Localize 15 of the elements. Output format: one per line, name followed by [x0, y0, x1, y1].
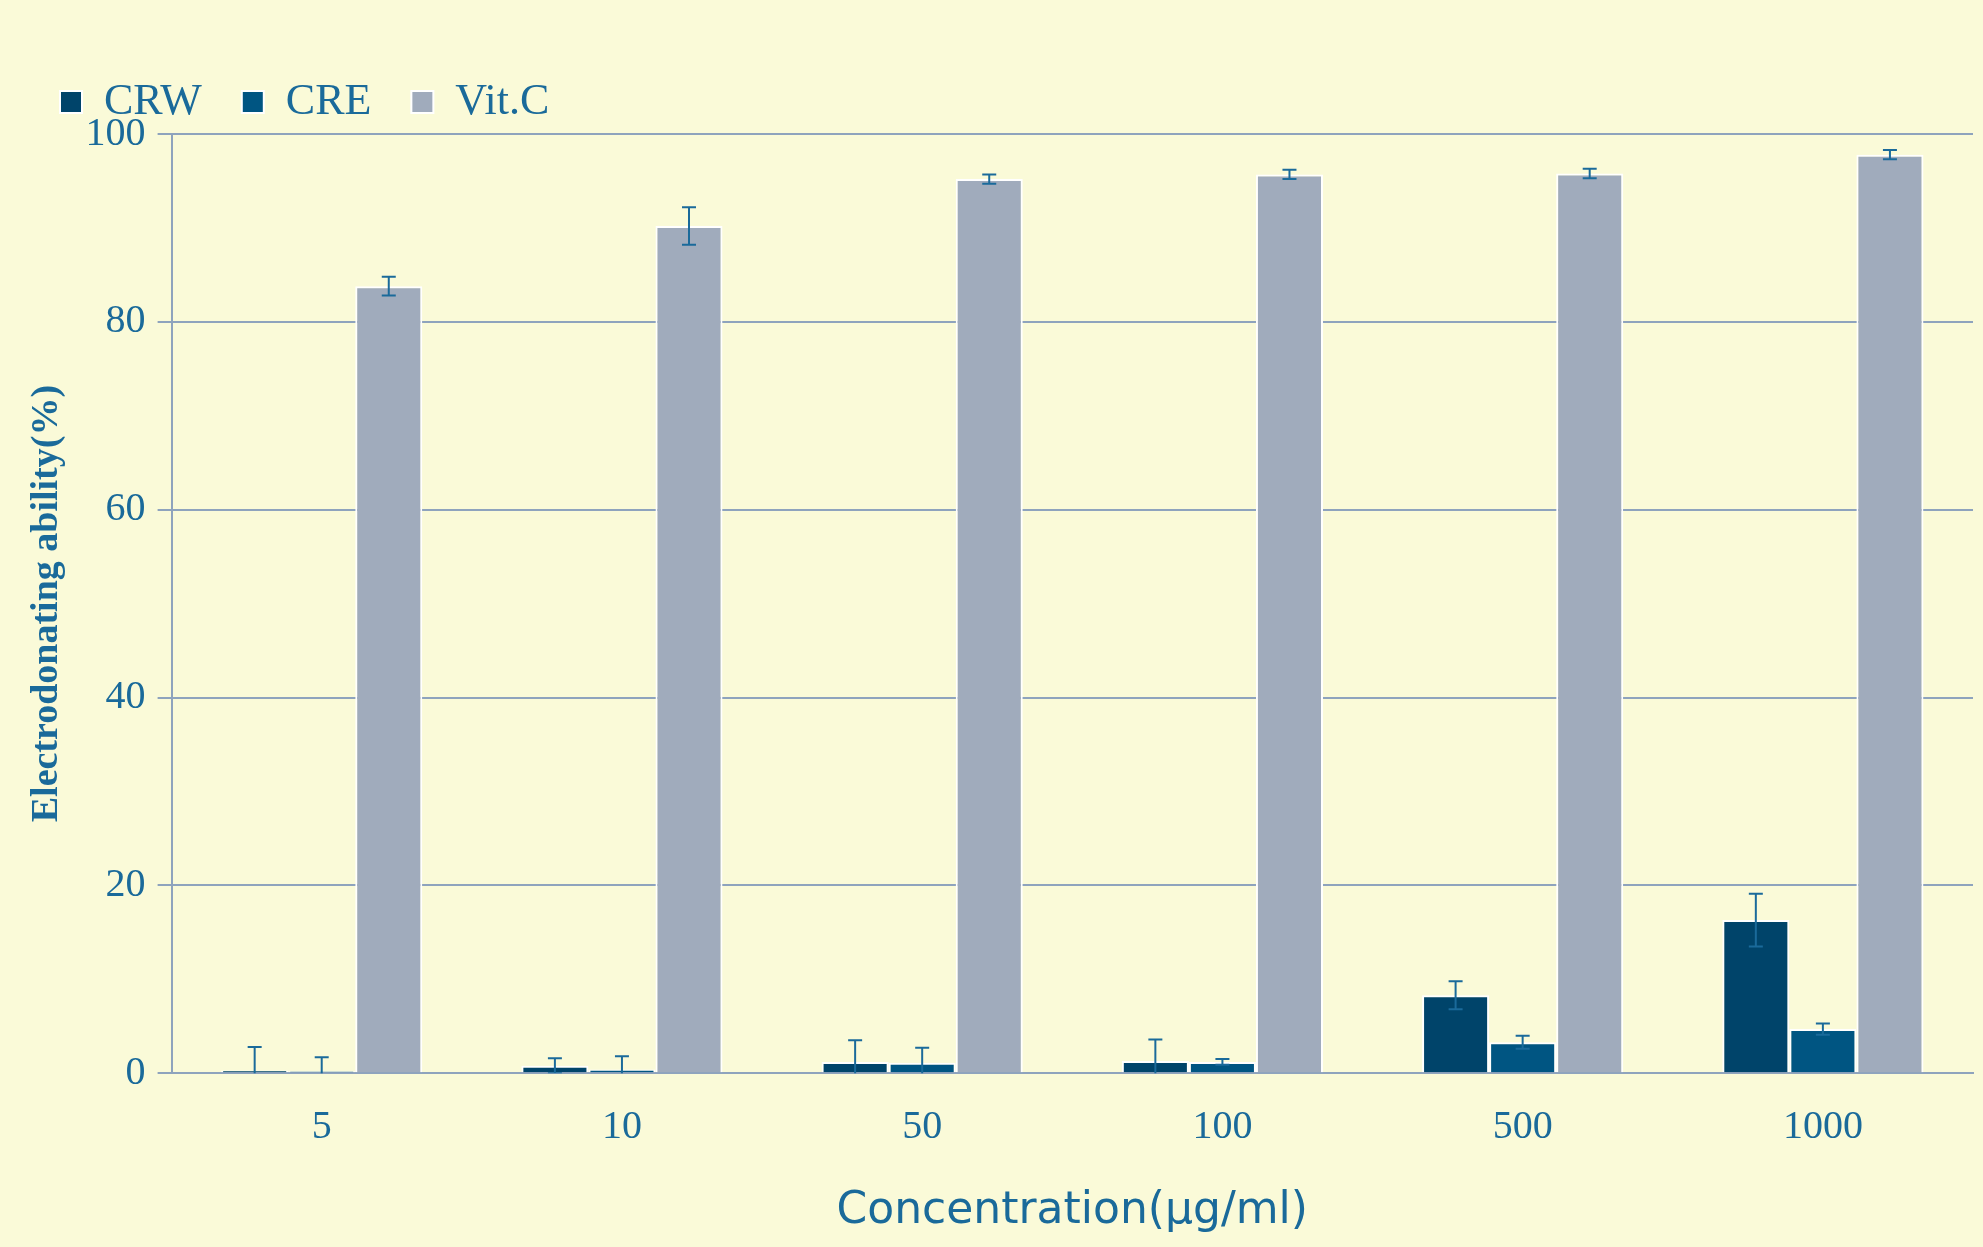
y-tick-label: 60 — [105, 484, 146, 530]
x-axis-title: Concentration(μg/ml) — [836, 1182, 1309, 1234]
legend-label: Vit.C — [455, 74, 550, 124]
x-tick-label: 10 — [601, 1101, 642, 1147]
legend-label: CRE — [285, 74, 372, 124]
y-tick-label: 0 — [125, 1047, 146, 1093]
x-tick-label: 50 — [902, 1101, 943, 1147]
x-tick-label: 500 — [1492, 1101, 1553, 1147]
y-tick-label: 40 — [105, 672, 146, 718]
x-tick-label: 5 — [311, 1101, 332, 1147]
y-tick-label: 20 — [105, 859, 146, 905]
y-axis-title: Electrodonating ability(%) — [22, 384, 66, 823]
y-tick-label: 80 — [105, 296, 146, 342]
x-tick-label: 1000 — [1782, 1101, 1863, 1147]
x-tick-label: 100 — [1192, 1101, 1253, 1147]
